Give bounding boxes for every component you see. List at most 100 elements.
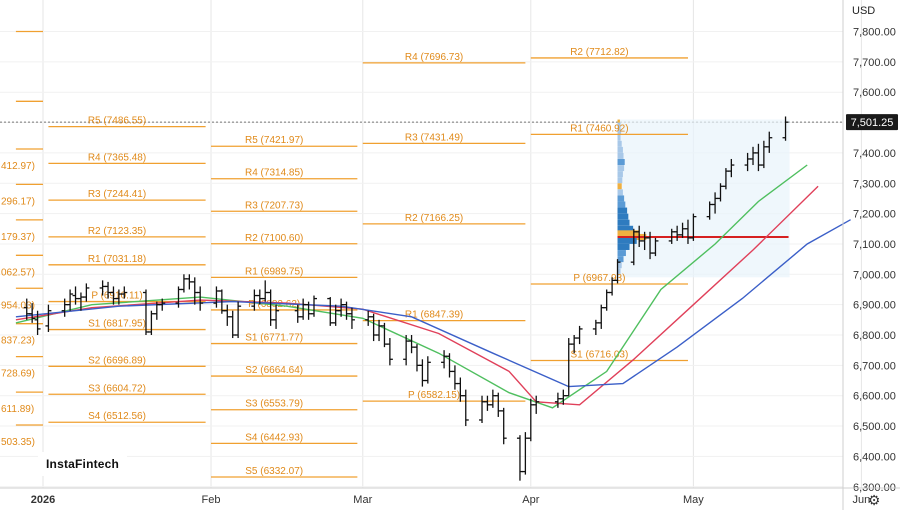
ohlc-bar <box>516 435 523 481</box>
y-tick-label: 7,400.00 <box>853 148 896 160</box>
volume-profile-bin <box>617 230 640 237</box>
pivot-label: S3 (6604.72) <box>88 383 146 394</box>
ohlc-bar <box>365 310 372 326</box>
ohlc-bar <box>690 213 697 241</box>
ohlc-bar <box>728 158 735 178</box>
pivot-label: R2 (7100.60) <box>245 233 303 244</box>
volume-profile-bin <box>617 146 623 153</box>
ohlc-bar <box>598 304 605 329</box>
y-tick-label: 6,400.00 <box>853 451 896 463</box>
ohlc-bar <box>489 389 496 408</box>
pivot-label: S5 (6332.07) <box>245 466 303 477</box>
ohlc-bar <box>121 286 128 299</box>
ohlc-bar <box>419 359 426 387</box>
ohlc-bar <box>782 116 789 141</box>
ohlc-bar <box>186 274 193 290</box>
y-tick-label: 7,100.00 <box>853 239 896 251</box>
volume-profile-bin <box>617 219 630 226</box>
ohlc-bar <box>527 398 534 442</box>
logo-text: InstaFintech <box>46 457 120 471</box>
pivot-label: 062.57) <box>1 267 35 278</box>
pivot-label: R3 (7431.49) <box>405 132 463 143</box>
pivot-levels: 412.97) 296.17) 179.37) 062.57) 954.03) 837.2… <box>1 30 688 478</box>
ohlc-bar <box>273 304 280 329</box>
ohlc-bar <box>197 286 204 311</box>
ohlc-bar <box>462 389 469 427</box>
gear-icon[interactable]: ⚙ <box>867 492 881 508</box>
ohlc-bar <box>592 319 599 335</box>
ohlc-bars <box>23 116 789 481</box>
pivot-label: P (6910.11) <box>91 291 142 302</box>
ohlc-bar <box>386 338 393 366</box>
pivot-label: 954.03) <box>1 300 35 311</box>
y-tick-label: 7,300.00 <box>853 178 896 190</box>
currency-label: USD <box>852 5 876 17</box>
volume-profile-bin <box>617 213 629 220</box>
pivot-label: R2 (7123.35) <box>88 226 146 237</box>
ohlc-bar <box>652 237 659 257</box>
pivot-label: R4 (7365.48) <box>88 152 146 163</box>
ohlc-bar <box>370 313 377 342</box>
pivot-label: 179.37) <box>1 232 35 243</box>
last-price-tag: 7,501.25 <box>846 114 898 131</box>
pivot-label: S4 (6512.56) <box>88 411 146 422</box>
pivot-label: S1 (6771.77) <box>245 333 303 344</box>
ohlc-bar <box>484 395 491 411</box>
volume-profile-bin <box>617 177 623 184</box>
y-tick-label: 6,700.00 <box>853 360 896 372</box>
ohlc-bar <box>576 325 583 345</box>
pivot-label: R2 (7712.82) <box>570 47 628 58</box>
volume-profile-bin <box>617 189 623 196</box>
x-tick-label: Mar <box>353 494 372 506</box>
pivot-label: S3 (6553.79) <box>245 399 303 410</box>
pivot-label: 503.35) <box>1 437 35 448</box>
volume-profile-bin <box>617 256 624 263</box>
y-tick-label: 6,800.00 <box>853 330 896 342</box>
y-tick-label: 6,900.00 <box>853 300 896 312</box>
ohlc-bar <box>413 344 420 372</box>
volume-profile-bin <box>617 134 621 141</box>
ohlc-bar <box>229 310 236 339</box>
x-tick-label: 2026 <box>31 494 55 506</box>
ohlc-bar <box>224 304 231 326</box>
pivot-label: S1 (6817.95) <box>88 319 146 330</box>
pivot-label: R1 (6847.39) <box>405 310 463 321</box>
y-tick-label: 7,700.00 <box>853 57 896 69</box>
ohlc-bar <box>522 432 529 475</box>
y-tick-label: 6,600.00 <box>853 391 896 403</box>
x-tick-label: Jun <box>853 494 871 506</box>
ohlc-bar <box>83 283 90 302</box>
volume-profile-bin <box>617 262 622 269</box>
logo: InstaFintech <box>38 452 128 476</box>
ohlc-bar <box>29 303 36 323</box>
ohlc-bar <box>451 365 458 390</box>
pivot-label: R4 (7314.85) <box>245 168 303 179</box>
pivot-label: R3 (7207.73) <box>245 200 303 211</box>
pivot-label: 611.89) <box>1 404 34 415</box>
ohlc-bar <box>148 310 155 335</box>
ohlc-bar <box>34 310 41 335</box>
volume-profile-bin <box>617 122 621 129</box>
pivot-label: S2 (6664.64) <box>245 365 303 376</box>
volume-profile-bin <box>617 140 622 147</box>
pivot-label: R4 (7696.73) <box>405 52 463 63</box>
ohlc-bar <box>327 297 334 326</box>
ohlc-bar <box>766 131 773 153</box>
pivot-label: R2 (7166.25) <box>405 213 463 224</box>
last-price-label: 7,501.25 <box>851 117 894 129</box>
volume-profile-box <box>617 119 790 278</box>
volume-profile-bin <box>617 243 630 250</box>
volume-profile-bin <box>617 183 622 190</box>
pivot-label: S4 (6442.93) <box>245 432 303 443</box>
pivot-label: S2 (6696.89) <box>88 355 146 366</box>
ohlc-bar <box>376 319 383 342</box>
currency-select[interactable]: USD <box>846 2 894 20</box>
pivot-label: P (6967.93) <box>573 273 625 284</box>
ohlc-bar <box>348 307 355 329</box>
volume-profile-bin <box>617 237 637 244</box>
y-tick-label: 7,000.00 <box>853 269 896 281</box>
y-tick-label: 7,800.00 <box>853 27 896 39</box>
ohlc-bar <box>45 304 52 332</box>
volume-profile-bin <box>617 152 624 159</box>
